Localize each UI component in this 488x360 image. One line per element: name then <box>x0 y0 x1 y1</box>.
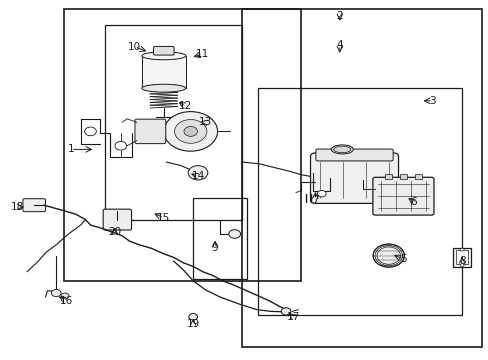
Text: 16: 16 <box>59 296 73 306</box>
Text: 3: 3 <box>428 96 435 106</box>
Circle shape <box>281 308 290 315</box>
Text: 6: 6 <box>409 197 416 207</box>
FancyBboxPatch shape <box>103 209 131 230</box>
Text: 18: 18 <box>10 202 24 212</box>
Text: 19: 19 <box>186 319 200 329</box>
Circle shape <box>183 126 197 136</box>
Circle shape <box>317 190 325 197</box>
FancyBboxPatch shape <box>372 177 433 215</box>
Text: 13: 13 <box>198 117 212 127</box>
Circle shape <box>228 230 240 238</box>
Text: 12: 12 <box>179 101 192 111</box>
Bar <box>399 174 406 179</box>
Text: 1: 1 <box>67 144 74 154</box>
Circle shape <box>61 293 69 299</box>
Circle shape <box>51 289 61 297</box>
Bar <box>452 248 470 267</box>
Circle shape <box>188 166 207 180</box>
Bar <box>142 56 185 88</box>
Ellipse shape <box>142 52 185 60</box>
Circle shape <box>174 120 206 143</box>
FancyBboxPatch shape <box>315 149 392 161</box>
Circle shape <box>459 248 463 251</box>
Bar <box>105 25 242 220</box>
Bar <box>242 9 481 347</box>
Circle shape <box>84 127 96 136</box>
FancyBboxPatch shape <box>135 119 165 144</box>
FancyBboxPatch shape <box>23 199 45 212</box>
Text: 9: 9 <box>211 243 218 253</box>
Text: 4: 4 <box>336 40 343 50</box>
Bar <box>385 174 391 179</box>
Bar <box>455 251 468 264</box>
Circle shape <box>188 314 197 320</box>
Text: 5: 5 <box>399 254 406 264</box>
Ellipse shape <box>142 84 185 92</box>
Circle shape <box>372 244 404 267</box>
Text: 15: 15 <box>157 213 170 223</box>
Text: 7: 7 <box>311 195 318 205</box>
Circle shape <box>163 112 217 151</box>
Text: 8: 8 <box>458 256 465 266</box>
Bar <box>414 174 421 179</box>
Text: 10: 10 <box>128 42 141 52</box>
Circle shape <box>115 141 126 150</box>
Text: 11: 11 <box>196 49 209 59</box>
Text: 2: 2 <box>336 11 343 21</box>
Ellipse shape <box>330 145 352 154</box>
FancyBboxPatch shape <box>310 153 398 203</box>
Bar <box>258 88 461 315</box>
Bar <box>193 198 246 279</box>
FancyBboxPatch shape <box>153 46 174 55</box>
Text: 17: 17 <box>286 312 300 322</box>
Text: 20: 20 <box>108 227 121 237</box>
Circle shape <box>459 264 463 266</box>
Text: 14: 14 <box>191 171 204 181</box>
Bar <box>63 9 300 281</box>
